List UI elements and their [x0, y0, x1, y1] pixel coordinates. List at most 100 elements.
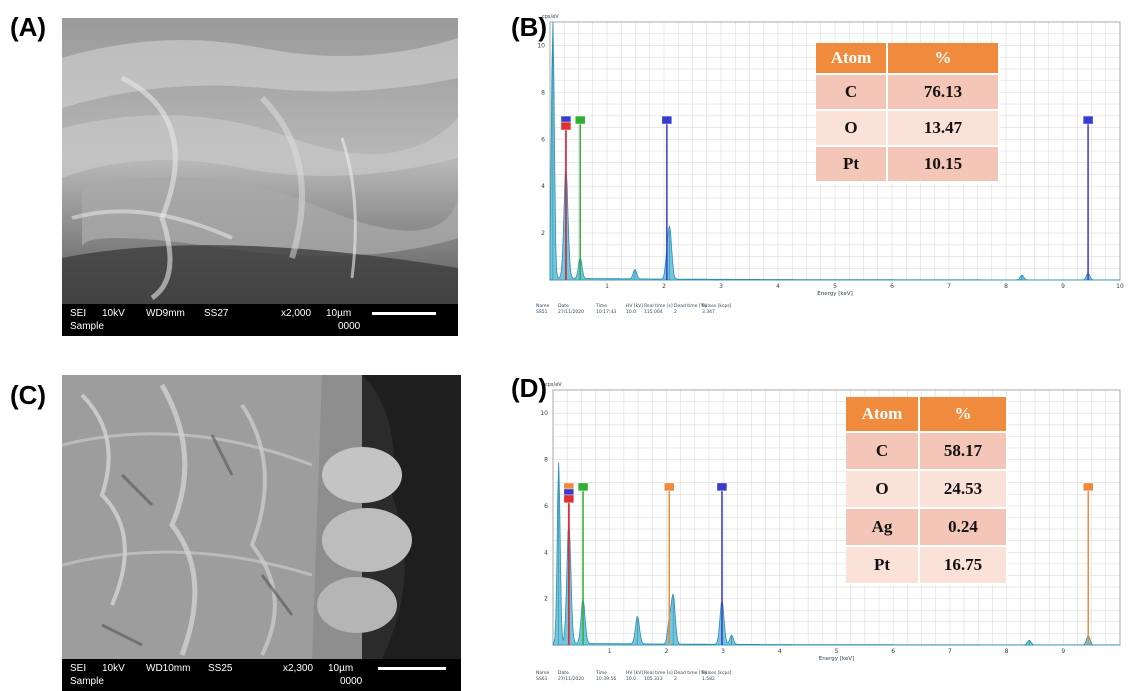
table-cell-atom: Ag — [846, 509, 920, 547]
sem-sample: Sample — [70, 321, 104, 332]
x-tick-label: 1 — [608, 648, 612, 655]
x-tick-label: 9 — [1061, 648, 1065, 655]
y-tick-label: 4 — [544, 549, 548, 556]
x-tick-label: 7 — [947, 283, 951, 290]
sem-texture-c — [62, 375, 461, 659]
meta-header: Time — [596, 304, 608, 309]
meta-value: SS51 — [536, 310, 548, 315]
element-marker-badge — [1082, 482, 1094, 492]
x-tick-label: 6 — [890, 283, 894, 290]
y-tick-label: 2 — [544, 596, 548, 603]
sem-spot-size: SS27 — [204, 308, 229, 319]
table-header-percent: % — [920, 397, 1008, 433]
sem-sample: Sample — [70, 676, 104, 687]
element-marker-badge — [563, 494, 575, 504]
meta-table: Name Date Time HV [kV]Real time [s]Dead tim… — [536, 671, 732, 683]
panel-label-c: (C) — [10, 380, 47, 410]
meta-header: Name — [536, 304, 550, 309]
x-tick-label: 3 — [721, 648, 725, 655]
table-cell-percent: 0.24 — [920, 509, 1008, 547]
grid — [549, 21, 1121, 281]
y-tick-label: 2 — [541, 230, 545, 237]
y-tick-label: 10 — [537, 42, 545, 49]
table-header-atom: Atom — [816, 43, 888, 75]
meta-header: Pulses [kcps] — [702, 304, 732, 309]
grid — [552, 389, 1121, 646]
sem-image-number: 0000 — [338, 321, 361, 332]
table-cell-atom: Pt — [846, 547, 920, 585]
element-marker-badge — [661, 115, 673, 125]
x-tick-label: 3 — [719, 283, 723, 290]
table-cell-percent: 24.53 — [920, 471, 1008, 509]
meta-value: SS61 — [536, 677, 548, 682]
y-tick-label: 8 — [541, 89, 545, 96]
x-tick-label: 5 — [833, 283, 837, 290]
y-tick-label: 10 — [540, 410, 548, 417]
meta-header: Name — [536, 671, 550, 676]
sem-image-c: SEI 10kV WD10mm SS25 x2,300 10µm Sample … — [62, 375, 461, 691]
meta-value: 10:17:43 — [596, 310, 617, 315]
meta-value: 10.0 — [626, 310, 637, 315]
meta-value: 10:39:56 — [596, 677, 617, 682]
sem-voltage: 10kV — [102, 308, 125, 319]
x-tick-label: 2 — [664, 648, 668, 655]
sem-working-distance: WD10mm — [146, 663, 191, 674]
sem-image-a: SEI 10kV WD9mm SS27 x2,000 10µm Sample 0… — [62, 18, 458, 336]
meta-value: 115.004 — [644, 310, 663, 315]
table-cell-percent: 10.15 — [888, 147, 1000, 183]
sem-voltage: 10kV — [102, 663, 125, 674]
meta-value: 105.313 — [644, 677, 663, 682]
sem-mode: SEI — [70, 308, 87, 319]
panel-label-d: (D) — [511, 373, 548, 403]
table-cell-atom: C — [816, 75, 888, 111]
table-cell-percent: 76.13 — [888, 75, 1000, 111]
x-tick-label: 4 — [776, 283, 780, 290]
composition-table-d: Atom% C 58.17 O 24.53 Ag 0.24 Pt 16.75 — [846, 397, 1008, 585]
sem-texture-a — [62, 18, 458, 304]
x-tick-label: 8 — [1005, 648, 1009, 655]
sem-scale-label: 10µm — [328, 663, 354, 674]
x-tick-label: 1 — [605, 283, 609, 290]
sem-magnification: x2,300 — [283, 663, 314, 674]
y-tick-label: 6 — [544, 503, 548, 510]
sem-mode: SEI — [70, 663, 87, 674]
meta-table: Name Date Time HV [kV]Real time [s]Dead tim… — [536, 304, 732, 316]
meta-value: 27/11/2020 — [558, 677, 584, 682]
meta-header: Date — [558, 671, 569, 676]
meta-value: 3.347 — [702, 310, 715, 315]
meta-header-row: Name Date Time HV [kV]Real time [s]Dead tim… — [536, 304, 732, 310]
meta-value: 2 — [674, 310, 677, 315]
meta-header: Time — [596, 671, 608, 676]
x-tick-label: 5 — [835, 648, 839, 655]
sem-magnification: x2,000 — [281, 308, 312, 319]
element-marker-badge — [560, 121, 572, 131]
y-tick-label: 8 — [544, 457, 548, 464]
sem-info-bar-c: SEI 10kV WD10mm SS25 x2,300 10µm Sample … — [62, 659, 461, 691]
sem-spot-size: SS25 — [208, 663, 233, 674]
sem-scale-label: 10µm — [326, 308, 352, 319]
scale-bar — [378, 667, 446, 670]
table-cell-percent: 16.75 — [920, 547, 1008, 585]
meta-header: Real time [s] — [644, 671, 673, 676]
meta-header: Pulses [kcps] — [702, 671, 732, 676]
meta-header: HV [kV] — [626, 671, 644, 676]
sem-working-distance: WD9mm — [146, 308, 185, 319]
y-tick-label: 4 — [541, 183, 545, 190]
meta-value: 1.582 — [702, 677, 715, 682]
panel-label-b: (B) — [511, 12, 548, 42]
meta-value-row: SS61 27/11/2020 10:39:56 10.0 105.313 2 1.582 — [536, 677, 730, 683]
x-tick-label: 10 — [1116, 283, 1124, 290]
element-marker-badge — [577, 482, 589, 492]
meta-header: Real time [s] — [644, 304, 673, 309]
spectrum-area — [549, 21, 1121, 281]
x-tick-label: 9 — [1061, 283, 1065, 290]
x-axis-label: Energy [keV] — [817, 291, 852, 297]
table-header-atom: Atom — [846, 397, 920, 433]
element-marker-badge — [716, 482, 728, 492]
y-tick-label: 6 — [541, 136, 545, 143]
x-tick-label: 6 — [891, 648, 895, 655]
table-cell-atom: Pt — [816, 147, 888, 183]
meta-value: 2 — [674, 677, 677, 682]
